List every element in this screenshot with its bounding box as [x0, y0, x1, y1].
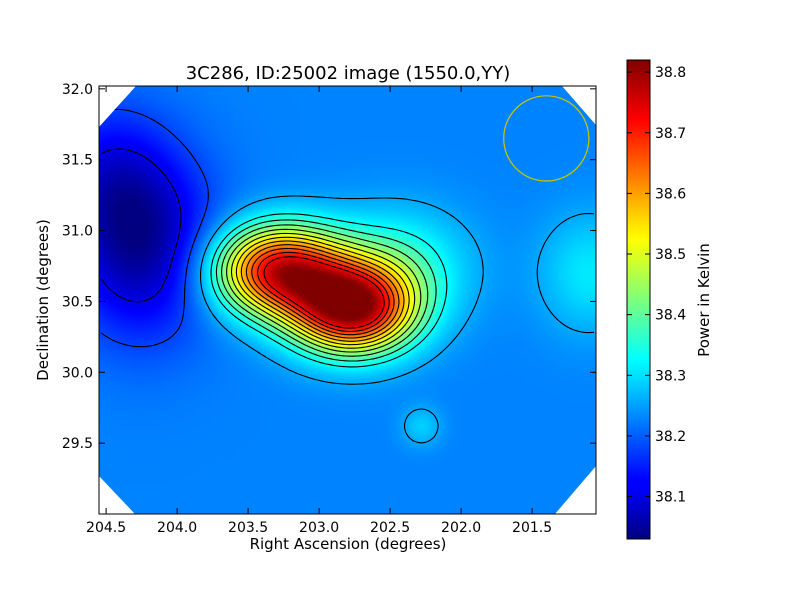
- colorbar-label: Power in Kelvin: [695, 243, 713, 357]
- x-axis-label: Right Ascension (degrees): [250, 535, 447, 553]
- colorbar-tick-label: 38.5: [655, 247, 686, 263]
- x-tick-label: 202.5: [370, 520, 410, 536]
- colorbar-tick-label: 38.8: [655, 65, 686, 81]
- colorbar-tick-label: 38.4: [655, 308, 686, 324]
- contour-level-9: [240, 240, 405, 342]
- blank-corner-top-right: [562, 86, 596, 125]
- x-tick-label: 201.5: [512, 520, 552, 536]
- contour-level-6: [226, 228, 422, 353]
- x-tick-label: 203.5: [228, 520, 268, 536]
- x-tick-label: 204.5: [86, 520, 126, 536]
- x-tick-label: 204.0: [157, 520, 197, 536]
- y-tick-label: 31.5: [62, 153, 93, 169]
- contour-level-8: [235, 236, 410, 346]
- colorbar-tick-label: 38.1: [655, 490, 686, 506]
- y-tick-label: 31.0: [62, 224, 93, 240]
- contour-level-12: [256, 251, 390, 333]
- heatmap-raster: [99, 86, 596, 514]
- blank-corner-bottom-left: [99, 476, 135, 514]
- heatmap-image: [99, 86, 596, 514]
- beam-circle: [503, 95, 590, 182]
- contour-level-2: [199, 195, 595, 444]
- blank-corner-top-left: [99, 86, 136, 127]
- y-tick-label: 30.5: [62, 294, 93, 310]
- contour-level-10: [245, 244, 400, 339]
- blank-corner-bottom-right: [555, 466, 596, 514]
- colorbar-tick-label: 38.3: [655, 368, 686, 384]
- colorbar-ticks: 38.1 38.2 38.3 38.4 38.5 38.6 38.7 38.8: [627, 65, 686, 506]
- contour-lines: [100, 108, 595, 444]
- plot-frame: [98, 85, 597, 515]
- y-axis-ticks: 29.5 30.0 30.5 31.0 31.5 32.0: [62, 82, 596, 452]
- contour-level-5: [221, 224, 429, 357]
- contour-level-7: [230, 232, 416, 349]
- contour-level-11: [251, 247, 395, 336]
- contour-level-13: [263, 256, 385, 329]
- chart-title: 3C286, ID:25002 image (1550.0,YY): [186, 63, 511, 84]
- colorbar-tick-label: 38.6: [655, 186, 686, 202]
- contour-level-4: [215, 219, 437, 362]
- colorbar-tick-label: 38.7: [655, 126, 686, 142]
- x-tick-label: 202.0: [441, 520, 481, 536]
- y-tick-label: 32.0: [62, 82, 93, 98]
- x-tick-label: 203.0: [299, 520, 339, 536]
- colorbar-gradient: [626, 59, 651, 540]
- y-tick-label: 30.0: [62, 365, 93, 381]
- y-axis-label: Declination (degrees): [34, 219, 52, 381]
- y-tick-label: 29.5: [62, 436, 93, 452]
- contour-level-0: [100, 148, 182, 303]
- colorbar-tick-label: 38.2: [655, 429, 686, 445]
- x-axis-ticks: 204.5 204.0 203.5 203.0 202.5 202.0 201.5: [86, 86, 552, 536]
- contour-level-3: [210, 213, 448, 368]
- colorbar: 38.1 38.2 38.3 38.4 38.5 38.6 38.7 38.8 Power i…: [626, 59, 713, 540]
